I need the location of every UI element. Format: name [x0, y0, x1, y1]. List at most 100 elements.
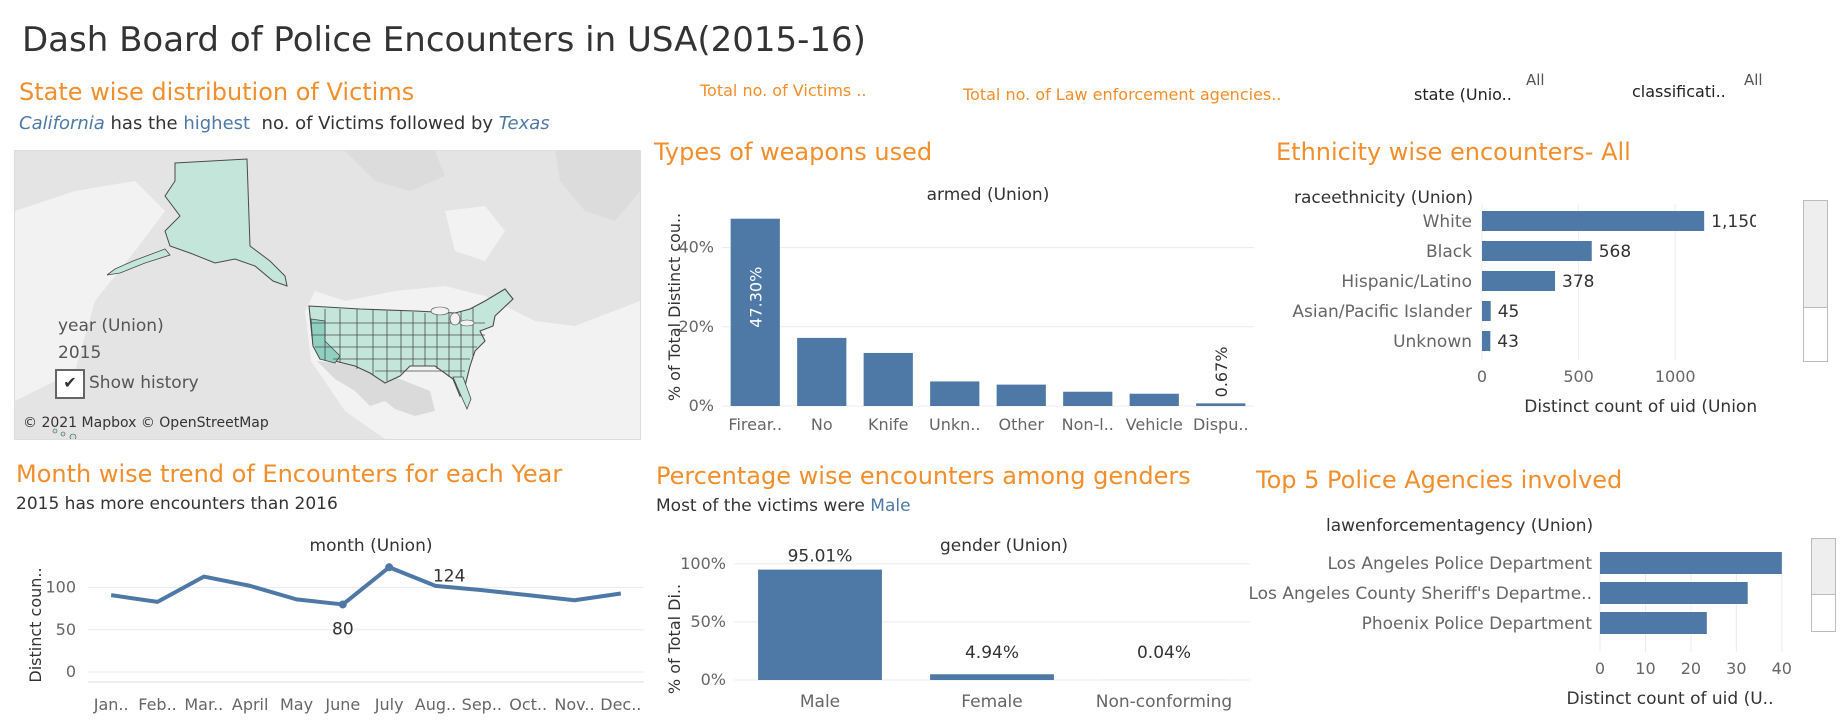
agency-chart[interactable]: lawenforcementagency (Union) 0 10 20 30 40 Los… [1250, 508, 1810, 723]
mexico-landmass [317, 361, 435, 416]
ethnicity-bar [1482, 211, 1705, 231]
ethnicity-data-label: 43 [1497, 332, 1519, 352]
weapons-y-tick: 20% [678, 317, 714, 336]
state-filter-label[interactable]: state (Unio.. [1414, 85, 1512, 104]
map-attribution[interactable]: © 2021 Mapbox © OpenStreetMap [23, 415, 269, 431]
state-borders [311, 307, 485, 386]
month-x-tick: Mar.. [184, 695, 223, 714]
weapons-chart[interactable]: armed (Union) % of Total Distinct cou.. 0%… [654, 180, 1264, 448]
month-panel-subtitle: 2015 has more encounters than 2016 [16, 494, 338, 514]
month-data-point [338, 600, 347, 609]
ethnicity-bar [1482, 331, 1491, 351]
map-panel-subtitle: California has the highest no. of Victim… [19, 113, 550, 134]
month-y-tick: 0 [66, 662, 76, 681]
month-x-tick: May [280, 695, 313, 714]
agency-x-tick: 0 [1595, 659, 1605, 678]
weapons-bar [996, 384, 1046, 406]
ethnicity-scrollbar[interactable] [1803, 200, 1828, 362]
gender-bar [758, 569, 882, 680]
state-filter-value[interactable]: All [1526, 71, 1545, 89]
agency-category-label: Phoenix Police Department [1362, 614, 1593, 634]
weapons-bar [863, 352, 913, 406]
arctic-islands [345, 151, 445, 191]
month-x-tick: July [374, 695, 404, 714]
month-y-tick: 50 [56, 620, 76, 639]
ethnicity-bar [1482, 271, 1556, 291]
agency-x-tick: 20 [1681, 659, 1701, 678]
weapons-panel-title: Types of weapons used [654, 138, 933, 166]
month-data-point [385, 563, 394, 572]
weapons-bar [1196, 403, 1246, 406]
weapons-bar [730, 218, 780, 406]
gender-chart-header: gender (Union) [940, 536, 1068, 556]
ethnicity-category-label: White [1423, 212, 1472, 232]
classification-filter-label[interactable]: classificati.. [1632, 82, 1726, 101]
month-x-tick: Oct.. [509, 695, 547, 714]
agency-x-tick: 40 [1772, 659, 1792, 678]
weapons-chart-header: armed (Union) [927, 185, 1050, 205]
month-line-series [110, 565, 622, 607]
total-victims-label[interactable]: Total no. of Victims .. [700, 81, 867, 100]
weapons-bar [1129, 393, 1179, 406]
victims-map[interactable]: year (Union) 2015 ✔ Show history © 2021 … [14, 150, 641, 440]
scrollbar-thumb[interactable] [1804, 201, 1827, 308]
gender-y-tick: 50% [690, 612, 726, 631]
weapons-x-tick: Knife [868, 415, 909, 434]
gender-subtitle-prefix: Most of the victims were [656, 496, 871, 516]
weapons-bar [797, 337, 847, 406]
agency-bar [1600, 552, 1782, 574]
ethnicity-x-axis-title: Distinct count of uid (Union) [1524, 397, 1756, 417]
agency-category-label: Los Angeles Police Department [1327, 554, 1592, 574]
ethnicity-bar [1482, 241, 1592, 261]
ethnicity-category-label: Asian/Pacific Islander [1292, 302, 1472, 322]
weapons-x-tick: Vehicle [1126, 415, 1183, 434]
map-canvas[interactable] [15, 151, 640, 439]
month-x-tick: Dec.. [600, 695, 641, 714]
weapons-x-tick: Other [999, 415, 1045, 434]
weapons-data-label: 47.30% [746, 267, 765, 328]
year-filter-value: 2015 [58, 343, 102, 363]
gender-panel-title: Percentage wise encounters among genders [656, 462, 1191, 490]
gender-chart[interactable]: gender (Union) % of Total Di.. 0% 50% 100% 95… [656, 528, 1256, 723]
month-y-tick: 100 [45, 578, 76, 597]
weapons-x-tick: Firear.. [728, 415, 782, 434]
gender-bar [930, 674, 1054, 680]
map-panel-title: State wise distribution of Victims [19, 78, 415, 106]
month-x-tick: Aug.. [415, 695, 456, 714]
gender-y-tick: 0% [701, 670, 726, 689]
gender-y-axis-title: % of Total Di.. [665, 584, 684, 694]
month-chart[interactable]: month (Union) Distinct coun.. 0 50 100 Jan.. F… [16, 528, 646, 723]
month-x-tick: June [324, 695, 360, 714]
great-lakes [430, 306, 475, 327]
weapons-data-label: 0.67% [1212, 347, 1231, 398]
month-x-tick: Sep.. [462, 695, 502, 714]
agency-panel-title: Top 5 Police Agencies involved [1256, 466, 1623, 494]
total-agencies-label[interactable]: Total no. of Law enforcement agencies.. [963, 85, 1282, 104]
classification-filter-value[interactable]: All [1744, 71, 1763, 89]
month-x-tick: Feb.. [138, 695, 177, 714]
year-filter-label: year (Union) [58, 316, 164, 336]
ethnicity-data-label: 568 [1599, 242, 1631, 262]
scrollbar-thumb[interactable] [1812, 539, 1835, 595]
agency-scrollbar[interactable] [1811, 538, 1836, 632]
show-history-label[interactable]: Show history [89, 373, 199, 393]
agency-bar [1600, 582, 1748, 604]
weapons-x-tick: Unkn.. [929, 415, 980, 434]
subtitle-text-2: no. of Victims followed by [250, 113, 499, 134]
agency-x-tick: 10 [1635, 659, 1655, 678]
ethnicity-category-label: Black [1426, 242, 1472, 262]
weapons-x-tick: Non-l.. [1062, 415, 1114, 434]
ethnicity-chart[interactable]: raceethnicity (Union) 0 500 1000 White 1,150 B… [1276, 180, 1756, 442]
show-history-checkbox[interactable]: ✔ [55, 369, 85, 399]
weapons-x-tick: No [811, 415, 833, 434]
check-icon: ✔ [63, 373, 77, 392]
hudson-bay [445, 206, 505, 261]
month-data-label: 80 [332, 619, 354, 639]
gender-data-label: 0.04% [1137, 643, 1191, 663]
month-x-tick: Jan.. [93, 695, 129, 714]
ethnicity-bar [1482, 301, 1491, 321]
month-x-tick: April [232, 695, 269, 714]
month-data-label: 124 [433, 566, 465, 586]
ethnicity-category-label: Unknown [1393, 332, 1472, 352]
page-title: Dash Board of Police Encounters in USA(2… [22, 20, 866, 60]
